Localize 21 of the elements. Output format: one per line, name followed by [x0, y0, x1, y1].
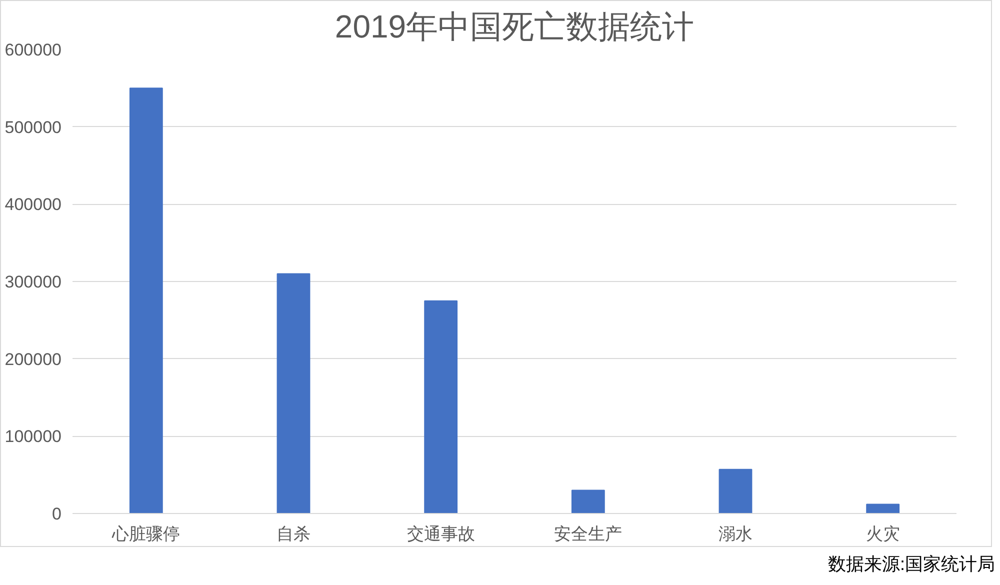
y-tick-label: 200000	[4, 350, 62, 369]
source-note: 数据来源:国家统计局	[828, 553, 995, 576]
x-tick-label: 火灾	[866, 524, 900, 544]
x-tick-label: 心脏骤停	[111, 524, 180, 544]
bar	[129, 88, 163, 514]
y-tick-label: 600000	[4, 40, 62, 60]
x-tick-label: 自杀	[276, 524, 310, 544]
x-tick-label: 溺水	[718, 524, 752, 544]
y-tick-label: 100000	[4, 427, 62, 446]
chart-title: 2019年中国死亡数据统计	[334, 8, 694, 44]
y-tick-label: 500000	[4, 118, 62, 137]
bar	[866, 504, 900, 514]
bar	[718, 468, 752, 514]
y-tick-label: 0	[52, 504, 62, 524]
x-tick-label: 交通事故	[406, 524, 475, 544]
bar	[571, 490, 605, 514]
bar	[424, 300, 458, 514]
y-tick-label: 300000	[4, 272, 62, 292]
x-tick-label: 安全生产	[554, 524, 622, 544]
bar	[276, 273, 310, 514]
y-tick-label: 400000	[4, 195, 62, 214]
